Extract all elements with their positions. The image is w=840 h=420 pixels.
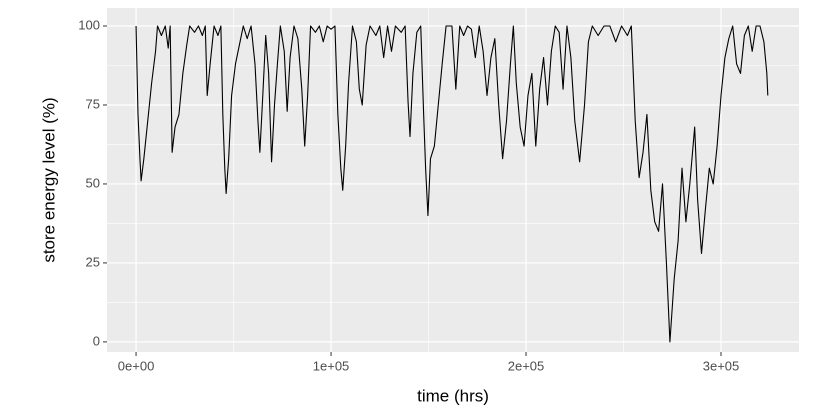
y-tick-label: 25 [86,254,100,269]
x-axis-title: time (hrs) [417,386,489,405]
axes: 0 25 50 75 100 0e+00 1e+05 2e+05 3e+05 [78,17,739,373]
data-line [135,25,769,343]
x-tick-label: 2e+05 [508,358,545,373]
x-tick-label: 1e+05 [313,358,350,373]
y-axis-title: store energy level (%) [39,97,58,262]
y-tick-label: 100 [78,17,100,32]
y-tick-label: 75 [86,96,100,111]
marks [135,25,769,343]
x-tick-label: 0e+00 [118,358,155,373]
x-tick-label: 3e+05 [703,358,740,373]
y-tick-label: 0 [93,333,100,348]
y-tick-label: 50 [86,175,100,190]
